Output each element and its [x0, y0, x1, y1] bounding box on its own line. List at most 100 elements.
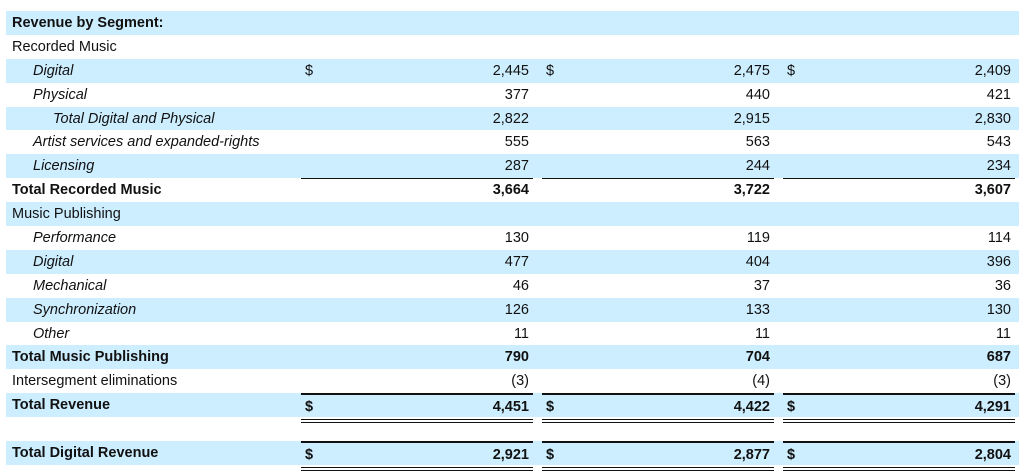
cell-value: 114	[987, 230, 1011, 247]
value-cell: 2,915	[542, 107, 774, 131]
value-cell: 37	[542, 274, 774, 298]
value-cell: 396	[783, 250, 1015, 274]
cell-value: 2,915	[733, 110, 770, 127]
cell-value: 130	[986, 301, 1011, 318]
value-cell: (3)	[301, 369, 533, 395]
value-cell: 543	[783, 130, 1015, 154]
value-cell: 3,664	[301, 178, 533, 202]
cell-value: (3)	[993, 373, 1011, 390]
value-cell: (3)	[783, 369, 1015, 395]
row-label: Physical	[33, 86, 87, 103]
value-cell: 3,607	[783, 178, 1015, 202]
row-label: Total Digital and Physical	[53, 110, 215, 127]
value-cell: $4,422	[542, 393, 774, 424]
table-row: Physical 377 440 421	[6, 83, 1019, 108]
cell-value: (3)	[511, 373, 529, 390]
currency-symbol: $	[546, 447, 555, 464]
value-cell	[301, 35, 533, 59]
row-label: Digital	[33, 62, 74, 79]
value-cell: 404	[542, 250, 774, 274]
table-row: Recorded Music	[6, 35, 1019, 59]
cell-value: (4)	[752, 373, 770, 390]
cell-value: 377	[504, 86, 529, 103]
cell-value: 287	[504, 158, 529, 175]
cell-value: 2,822	[492, 110, 529, 127]
currency-symbol: $	[787, 447, 796, 464]
value-cell: $2,804	[783, 441, 1015, 472]
cell-value: 36	[994, 277, 1011, 294]
cell-value: 11	[995, 325, 1011, 342]
currency-symbol: $	[546, 399, 555, 416]
table-row: Revenue by Segment:	[6, 11, 1019, 35]
value-cell: 133	[542, 298, 774, 322]
cell-value: 396	[986, 253, 1011, 270]
cell-value: 3,722	[733, 182, 770, 199]
value-cell	[783, 202, 1015, 226]
cell-value: 119	[746, 230, 770, 247]
cell-value: 4,422	[733, 399, 770, 416]
row-label: Other	[33, 325, 70, 342]
table-row: Other 11 11 11	[6, 322, 1019, 347]
table-row: Intersegment eliminations (3) (4) (3)	[6, 369, 1019, 395]
table-row: Artist services and expanded-rights 555 56…	[6, 130, 1019, 154]
cell-value: 130	[504, 230, 529, 247]
cell-value: 563	[745, 134, 770, 151]
row-label: Intersegment eliminations	[12, 373, 178, 390]
value-cell: 36	[783, 274, 1015, 298]
row-label: Total Music Publishing	[12, 349, 169, 366]
cell-value: 37	[753, 277, 770, 294]
table-row: Total Music Publishing 790 704 687	[6, 345, 1019, 370]
row-label: Artist services and expanded-rights	[33, 134, 260, 151]
cell-value: 4,451	[492, 399, 529, 416]
row-label: Digital	[33, 253, 74, 270]
value-cell	[542, 11, 774, 35]
value-cell: $4,291	[783, 393, 1015, 424]
currency-symbol: $	[787, 399, 796, 416]
cell-value: 477	[504, 253, 529, 270]
row-label: Licensing	[33, 158, 95, 175]
value-cell: $4,451	[301, 393, 533, 424]
row-label: Total Digital Revenue	[12, 445, 159, 462]
table-row: Total Digital and Physical 2,822 2,915 2,83…	[6, 106, 1019, 131]
cell-value: 687	[986, 349, 1011, 366]
value-cell: 46	[301, 274, 533, 298]
table-row: Mechanical 46 37 36	[6, 274, 1019, 298]
cell-value: 244	[745, 158, 770, 175]
table-row: Digital $2,445 $2,475 $2,409	[6, 58, 1019, 83]
value-cell: 2,830	[783, 107, 1015, 131]
value-cell: 421	[783, 83, 1015, 108]
value-cell	[542, 202, 774, 226]
currency-symbol: $	[305, 399, 314, 416]
row-label: Mechanical	[33, 277, 107, 294]
value-cell: 244	[542, 154, 774, 180]
table-row: Digital 477 404 396	[6, 249, 1019, 274]
value-cell: 704	[542, 345, 774, 369]
table-row: Music Publishing	[6, 202, 1019, 227]
cell-value: 3,664	[492, 182, 529, 199]
cell-value: 555	[504, 134, 529, 151]
cell-value: 790	[504, 349, 529, 366]
cell-value: 543	[986, 134, 1011, 151]
currency-symbol: $	[787, 62, 796, 79]
cell-value: 2,445	[492, 62, 529, 79]
row-label: Total Recorded Music	[12, 182, 162, 199]
table-row: Total Digital Revenue $2,921 $2,877 $2,804	[6, 441, 1019, 472]
cell-value: 704	[745, 349, 770, 366]
value-cell: (4)	[542, 369, 774, 395]
value-cell	[783, 11, 1015, 35]
cell-value: 2,804	[974, 447, 1011, 464]
value-cell: 114	[783, 226, 1015, 250]
table-row: Total Revenue $4,451 $4,422 $4,291	[6, 393, 1019, 424]
value-cell	[301, 417, 533, 441]
value-cell: $2,921	[301, 441, 533, 472]
value-cell: 11	[542, 322, 774, 347]
cell-value: 2,409	[974, 62, 1011, 79]
value-cell: 11	[301, 322, 533, 347]
value-cell: 3,722	[542, 178, 774, 202]
row-label: Recorded Music	[12, 38, 117, 55]
table-row: Total Recorded Music 3,664 3,722 3,607	[6, 178, 1019, 202]
cell-value: 126	[504, 301, 529, 318]
value-cell: 377	[301, 83, 533, 108]
currency-symbol: $	[546, 62, 555, 79]
cell-value: 133	[745, 301, 770, 318]
